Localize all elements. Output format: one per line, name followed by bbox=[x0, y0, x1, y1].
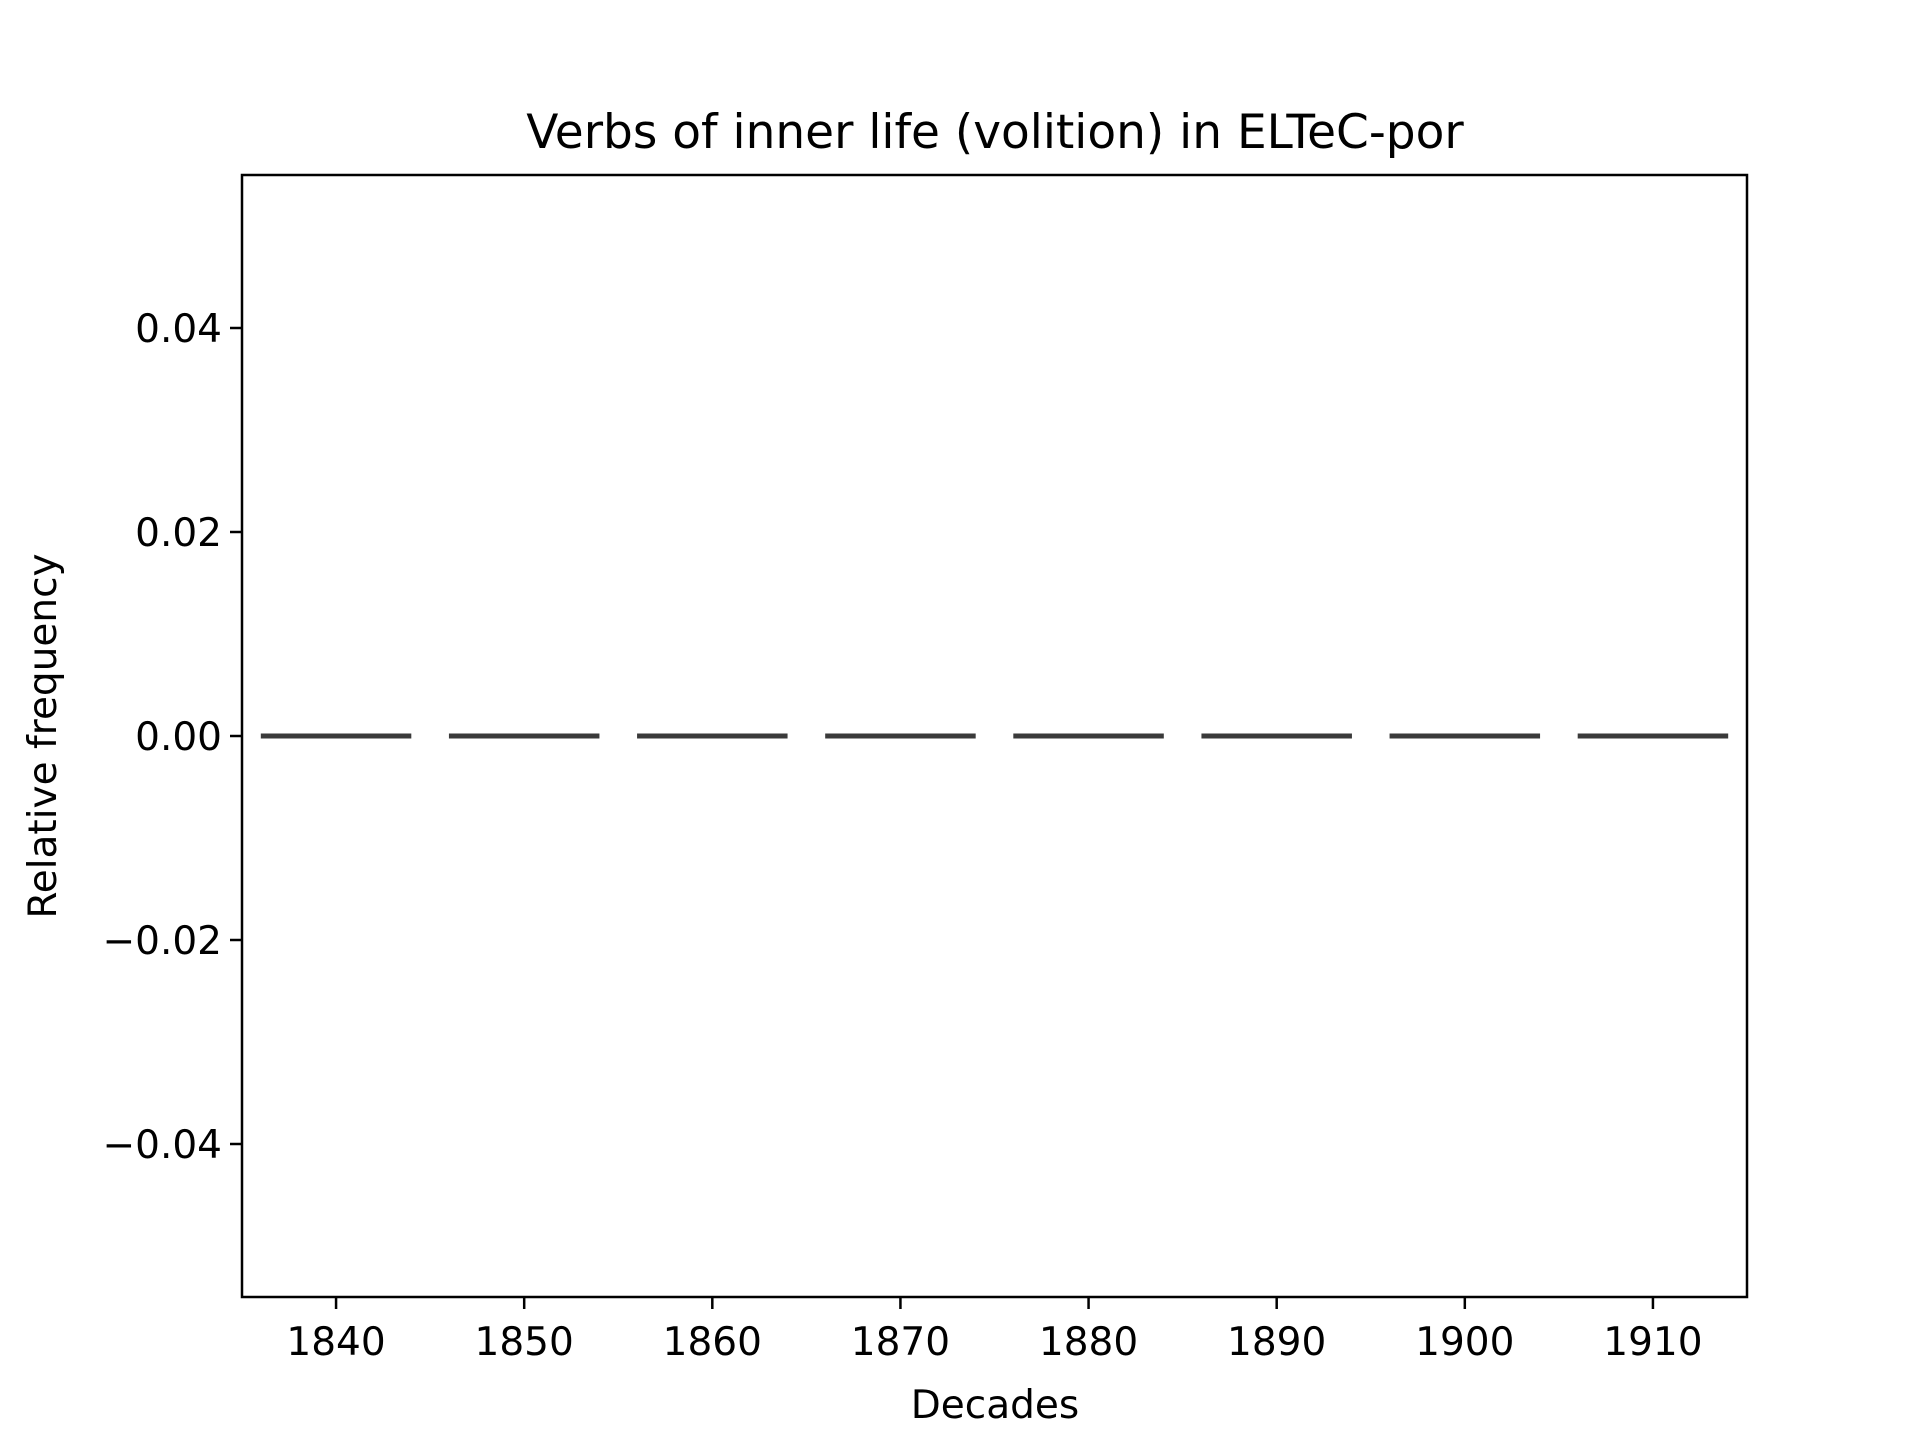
x-tick-label: 1840 bbox=[286, 1320, 385, 1365]
y-tick-label: −0.02 bbox=[102, 919, 222, 964]
chart-title: Verbs of inner life (volition) in ELTeC-… bbox=[526, 105, 1464, 160]
x-tick-label: 1850 bbox=[475, 1320, 574, 1365]
plot-area-frame bbox=[240, 173, 1749, 1299]
y-tick-label: −0.04 bbox=[102, 1123, 222, 1168]
x-tick-label: 1860 bbox=[663, 1320, 762, 1365]
y-tick-label: 0.02 bbox=[135, 511, 222, 556]
y-tick-label: 0.00 bbox=[135, 715, 222, 760]
x-tick-label: 1890 bbox=[1227, 1320, 1326, 1365]
y-tick-label: 0.04 bbox=[135, 307, 222, 352]
y-axis-title: Relative frequency bbox=[21, 553, 66, 918]
x-tick-label: 1880 bbox=[1039, 1320, 1138, 1365]
x-tick-label: 1870 bbox=[851, 1320, 950, 1365]
x-tick-label: 1910 bbox=[1603, 1320, 1702, 1365]
y-axis: 0.04 0.02 0.00 −0.02 −0.04 bbox=[102, 307, 242, 1168]
x-axis: 1840 1850 1860 1870 1880 1890 1900 1910 bbox=[286, 1297, 1703, 1365]
x-tick-label: 1900 bbox=[1415, 1320, 1514, 1365]
x-axis-title: Decades bbox=[911, 1383, 1079, 1428]
